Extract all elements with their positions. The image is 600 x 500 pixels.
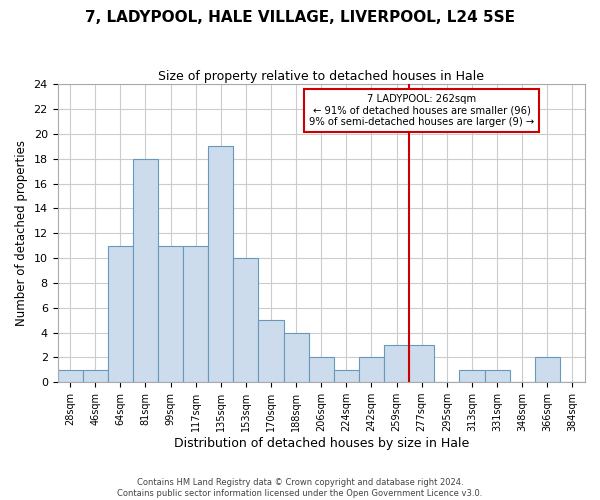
Bar [259,320,284,382]
Bar [108,246,133,382]
Bar [284,332,309,382]
Y-axis label: Number of detached properties: Number of detached properties [15,140,28,326]
Bar [58,370,83,382]
Text: 7, LADYPOOL, HALE VILLAGE, LIVERPOOL, L24 5SE: 7, LADYPOOL, HALE VILLAGE, LIVERPOOL, L2… [85,10,515,25]
Bar [133,158,158,382]
Bar [535,358,560,382]
Bar [158,246,183,382]
Bar [208,146,233,382]
Bar [409,345,434,382]
Bar [359,358,384,382]
Bar [183,246,208,382]
Bar [83,370,108,382]
Bar [460,370,485,382]
Text: Contains HM Land Registry data © Crown copyright and database right 2024.
Contai: Contains HM Land Registry data © Crown c… [118,478,482,498]
Text: 7 LADYPOOL: 262sqm
← 91% of detached houses are smaller (96)
9% of semi-detached: 7 LADYPOOL: 262sqm ← 91% of detached hou… [309,94,535,128]
Bar [384,345,409,382]
Title: Size of property relative to detached houses in Hale: Size of property relative to detached ho… [158,70,484,83]
X-axis label: Distribution of detached houses by size in Hale: Distribution of detached houses by size … [173,437,469,450]
Bar [334,370,359,382]
Bar [309,358,334,382]
Bar [233,258,259,382]
Bar [485,370,509,382]
